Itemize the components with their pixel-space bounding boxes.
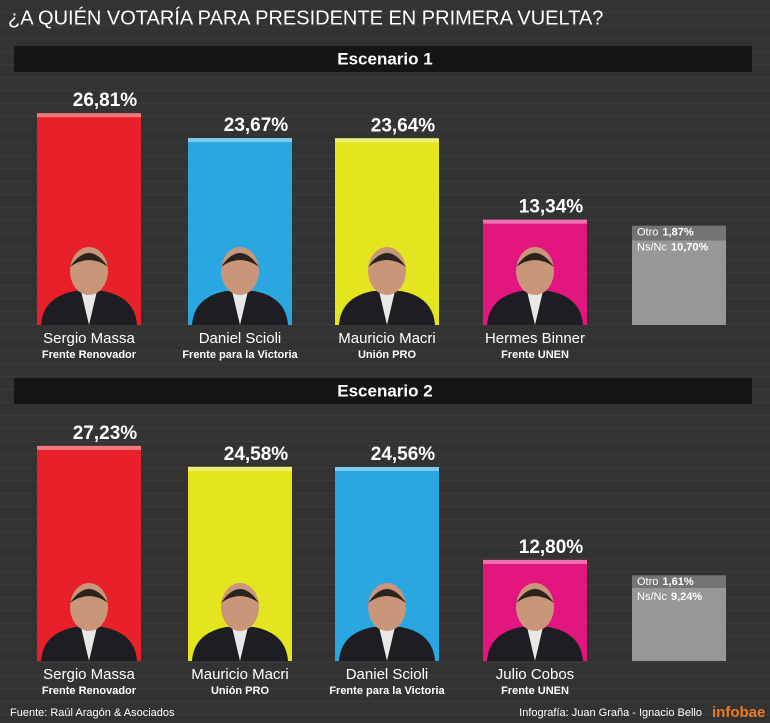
candidate-name: Sergio Massa — [43, 330, 135, 347]
brand: infobae — [712, 704, 765, 721]
stack-segment — [632, 225, 726, 241]
scenario-header — [14, 46, 752, 72]
party-name: Frente UNEN — [501, 349, 569, 361]
stack-value: 10,70% — [671, 242, 709, 254]
portrait — [379, 627, 395, 661]
bar-cap — [188, 466, 292, 471]
portrait — [527, 291, 543, 325]
stack-value: 1,87% — [662, 227, 693, 239]
credits: Infografía: Juan Graña - Ignacio Bello — [519, 707, 702, 719]
stack-segment — [632, 240, 726, 325]
portrait — [368, 589, 406, 603]
stack-value: 1,61% — [662, 576, 693, 588]
value-label: 23,67% — [224, 115, 289, 136]
scenario-title: Escenario 2 — [337, 381, 432, 400]
source: Fuente: Raúl Aragón & Asociados — [10, 707, 175, 719]
value-label: 27,23% — [73, 423, 138, 444]
portrait — [516, 253, 554, 267]
bar-cap — [483, 219, 587, 224]
portrait — [70, 589, 108, 603]
scenario-header — [14, 378, 752, 404]
party-name: Frente UNEN — [501, 685, 569, 697]
value-label: 24,58% — [224, 444, 289, 465]
portrait — [70, 253, 108, 267]
stack-segment — [632, 588, 726, 661]
portrait — [516, 589, 554, 603]
value-label: 24,56% — [371, 444, 436, 465]
value-label: 23,64% — [371, 115, 436, 136]
page-title: ¿A QUIÉN VOTARÍA PARA PRESIDENTE EN PRIM… — [8, 6, 603, 29]
stack-segment — [632, 575, 726, 589]
bar-cap — [37, 113, 141, 118]
portrait — [379, 291, 395, 325]
candidate-name: Sergio Massa — [43, 666, 135, 683]
bar-cap — [37, 445, 141, 450]
portrait — [232, 627, 248, 661]
party-name: Frente Renovador — [42, 685, 137, 697]
candidate-name: Julio Cobos — [496, 666, 574, 683]
party-name: Unión PRO — [211, 685, 269, 697]
candidate-name: Daniel Scioli — [199, 330, 282, 347]
bar-cap — [483, 559, 587, 564]
party-name: Frente para la Victoria — [329, 685, 445, 697]
bar-cap — [335, 138, 439, 143]
party-name: Frente Renovador — [42, 349, 137, 361]
portrait — [368, 253, 406, 267]
stack-value: 9,24% — [671, 591, 702, 603]
value-label: 12,80% — [519, 537, 584, 558]
portrait — [221, 253, 259, 267]
portrait — [221, 589, 259, 603]
stack-name: Otro — [637, 227, 658, 239]
scenario-title: Escenario 1 — [337, 49, 432, 68]
candidate-name: Mauricio Macri — [191, 666, 289, 683]
party-name: Frente para la Victoria — [182, 349, 298, 361]
bar-cap — [335, 466, 439, 471]
stack-name: Ns/Nc — [637, 242, 667, 254]
candidate-name: Daniel Scioli — [346, 666, 429, 683]
value-label: 26,81% — [73, 90, 138, 111]
stack-name: Ns/Nc — [637, 591, 667, 603]
party-name: Unión PRO — [358, 349, 416, 361]
portrait — [81, 627, 97, 661]
stack-name: Otro — [637, 576, 658, 588]
portrait — [527, 627, 543, 661]
portrait — [232, 291, 248, 325]
value-label: 13,34% — [519, 197, 584, 218]
portrait — [81, 291, 97, 325]
bar-cap — [188, 138, 292, 143]
candidate-name: Mauricio Macri — [338, 330, 436, 347]
candidate-name: Hermes Binner — [485, 330, 585, 347]
